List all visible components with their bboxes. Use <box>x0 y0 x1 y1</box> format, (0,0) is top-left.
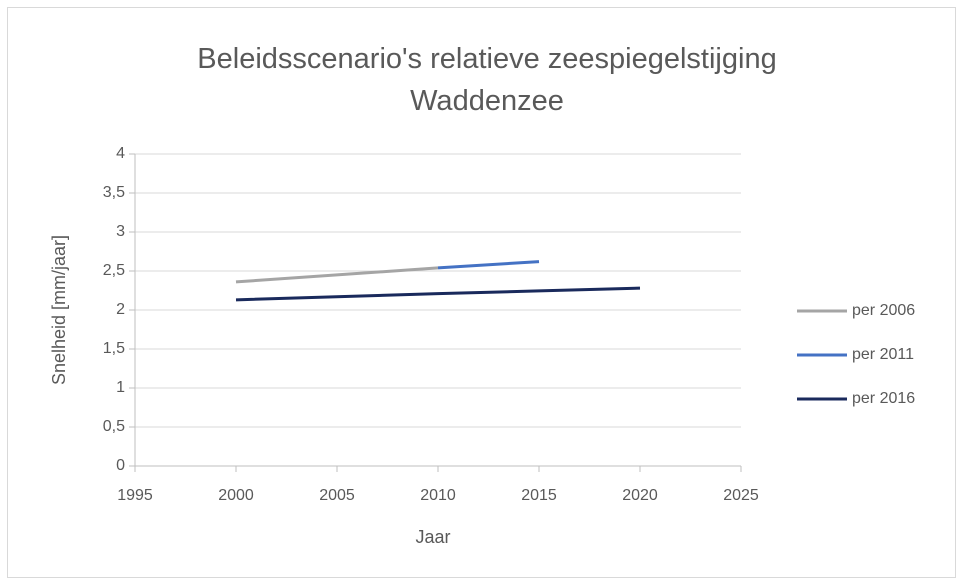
data-line <box>437 260 540 270</box>
legend-label: per 2016 <box>852 390 915 407</box>
y-axis-label: Snelheid [mm/jaar] <box>49 235 69 385</box>
x-tick-label: 2025 <box>723 487 759 504</box>
data-line <box>235 266 439 284</box>
x-tick-label: 2010 <box>420 487 456 504</box>
y-tick-label: 3 <box>116 223 125 240</box>
x-tick-label: 2015 <box>521 487 557 504</box>
y-tick-label: 1,5 <box>103 340 125 357</box>
y-tick-label: 0 <box>116 457 125 474</box>
data-line <box>235 286 641 302</box>
x-tick-label: 1995 <box>117 487 153 504</box>
chart-title: Beleidsscenario's relatieve zeespiegelst… <box>197 43 777 117</box>
y-tick-label: 2 <box>116 301 125 318</box>
x-tick-label: 2005 <box>319 487 355 504</box>
legend-label: per 2006 <box>852 302 915 319</box>
chart-frame <box>7 7 956 578</box>
y-tick-label: 3,5 <box>103 184 125 201</box>
y-tick-label: 2,5 <box>103 262 125 279</box>
x-axis-label: Jaar <box>415 527 450 547</box>
y-tick-label: 1 <box>116 379 125 396</box>
y-tick-label: 0,5 <box>103 418 125 435</box>
x-tick-label: 2020 <box>622 487 658 504</box>
y-tick-label: 4 <box>116 145 125 162</box>
x-tick-label: 2000 <box>218 487 254 504</box>
legend-label: per 2011 <box>852 346 914 363</box>
